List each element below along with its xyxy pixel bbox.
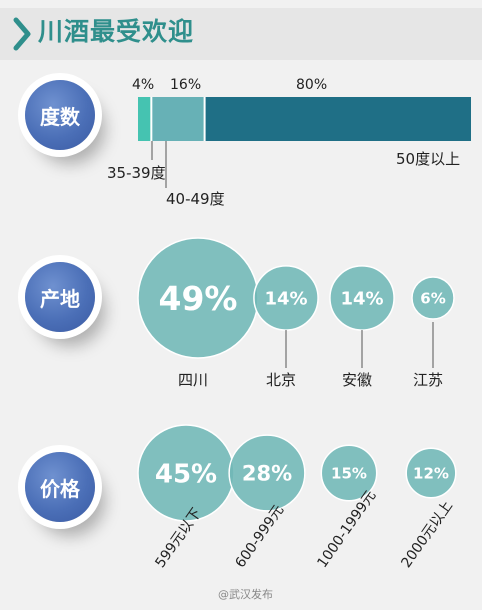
price-value-label: 12% — [413, 464, 449, 482]
watermark: @武汉发布 — [218, 588, 273, 601]
degree-value-label: 4% — [132, 77, 155, 93]
price-section-badge: 价格 — [25, 452, 95, 522]
degree-category-label: 40-49度 — [166, 190, 225, 208]
price-value-label: 45% — [155, 459, 217, 489]
origin-bubble — [411, 276, 455, 320]
degree-category-label: 35-39度 — [107, 164, 166, 182]
origin-category-label: 北京 — [266, 371, 297, 389]
degree-bar-segment — [204, 97, 471, 141]
origin-section-badge: 产地 — [25, 262, 95, 332]
degree-bar-segment — [138, 97, 152, 141]
origin-value-label: 49% — [159, 279, 238, 318]
origin-category-label: 江苏 — [413, 371, 444, 389]
price-bubble — [405, 447, 457, 499]
degree-bar-segment — [151, 97, 205, 141]
origin-category-label: 四川 — [178, 371, 209, 389]
degree-value-label: 16% — [170, 77, 202, 93]
degree-category-label: 50度以上 — [396, 150, 461, 168]
price-value-label: 15% — [331, 464, 367, 482]
price-value-label: 28% — [242, 462, 292, 486]
chevron-right-icon — [13, 17, 31, 51]
header-band — [0, 8, 482, 60]
origin-value-label: 6% — [420, 289, 445, 307]
degree-value-label: 80% — [296, 77, 328, 93]
price-bubble — [320, 444, 378, 502]
origin-category-label: 安徽 — [342, 371, 373, 389]
degree-section-badge: 度数 — [25, 80, 95, 150]
price-bubble — [228, 434, 306, 512]
origin-value-label: 14% — [340, 288, 383, 309]
origin-value-label: 14% — [264, 288, 307, 309]
page-title: 川酒最受欢迎 — [38, 17, 195, 46]
